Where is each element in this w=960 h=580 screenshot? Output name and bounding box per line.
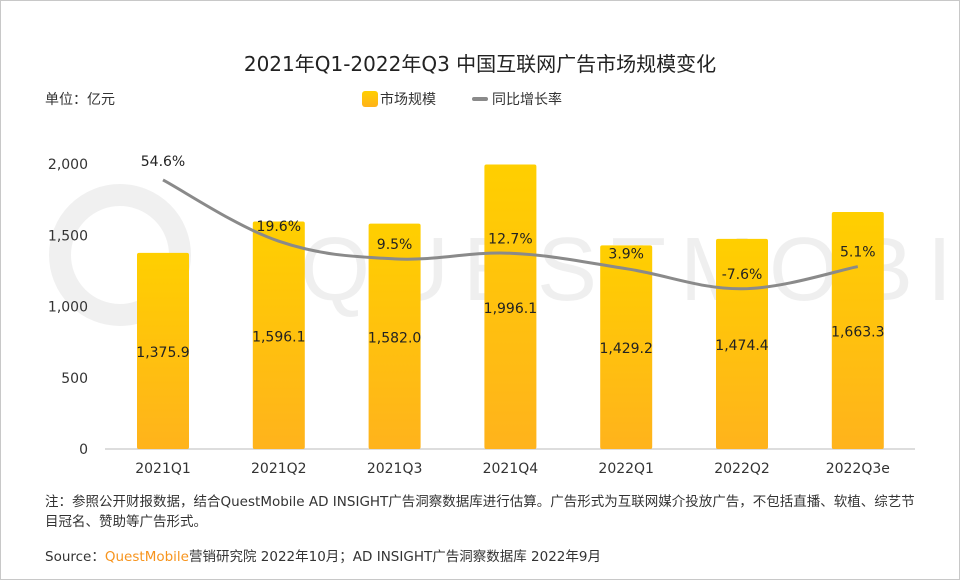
y-tick-label: 500 (61, 371, 88, 387)
bar-value-label: 1,375.9 (136, 345, 189, 361)
chart-svg: QUESTMOBILE 05001,0001,5002,0001,375.920… (48, 154, 960, 477)
bar (368, 223, 421, 449)
bar-value-label: 1,474.4 (715, 338, 769, 354)
unit-label: 单位：亿元 (45, 92, 115, 108)
bar (252, 221, 305, 449)
x-tick-label: 2021Q4 (483, 461, 539, 477)
legend-line-label: 同比增长率 (492, 92, 562, 108)
bar (484, 164, 537, 449)
chart-title: 2021年Q1-2022年Q3 中国互联网广告市场规模变化 (243, 52, 717, 76)
source-brand: QuestMobile (104, 549, 189, 565)
bar-value-label: 1,663.3 (831, 324, 884, 340)
x-tick-label: 2022Q1 (598, 461, 654, 477)
source-text: 营销研究院 2022年10月；AD INSIGHT广告洞察数据库 2022年9月 (188, 549, 601, 565)
growth-label: 3.9% (608, 247, 644, 263)
y-tick-label: 0 (79, 442, 88, 458)
legend-bar-swatch (362, 91, 378, 107)
source-prefix: Source： (45, 549, 105, 565)
growth-label: 9.5% (377, 237, 413, 253)
y-tick-label: 1,500 (48, 228, 88, 244)
y-tick-label: 1,000 (48, 300, 88, 316)
growth-label: 54.6% (141, 154, 185, 170)
bar (716, 238, 768, 449)
bar-value-label: 1,429.2 (599, 341, 652, 357)
x-tick-label: 2022Q3e (826, 461, 890, 477)
bar-value-label: 1,582.0 (368, 330, 421, 346)
y-tick-label: 2,000 (48, 157, 88, 173)
source-line: Source：QuestMobile营销研究院 2022年10月；AD INSI… (45, 545, 601, 565)
bar (831, 211, 884, 449)
x-tick-label: 2021Q3 (367, 461, 423, 477)
legend: 市场规模 同比增长率 (362, 89, 562, 109)
growth-line (162, 178, 859, 291)
growth-label: 5.1% (840, 245, 876, 261)
bar (600, 245, 653, 449)
footnote: 注：参照公开财报数据，结合QuestMobile AD INSIGHT广告洞察数… (45, 494, 915, 530)
x-tick-label: 2022Q2 (714, 461, 770, 477)
legend-bar-label: 市场规模 (380, 92, 436, 108)
growth-label: 19.6% (257, 219, 301, 235)
growth-label: -7.6% (722, 267, 763, 283)
x-tick-label: 2021Q1 (135, 461, 191, 477)
growth-label: 12.7% (488, 231, 532, 247)
bar-value-label: 1,996.1 (484, 301, 537, 317)
bar-value-label: 1,596.1 (252, 329, 305, 345)
legend-line-swatch (472, 97, 488, 101)
bar (137, 252, 189, 449)
x-tick-label: 2021Q2 (251, 461, 307, 477)
